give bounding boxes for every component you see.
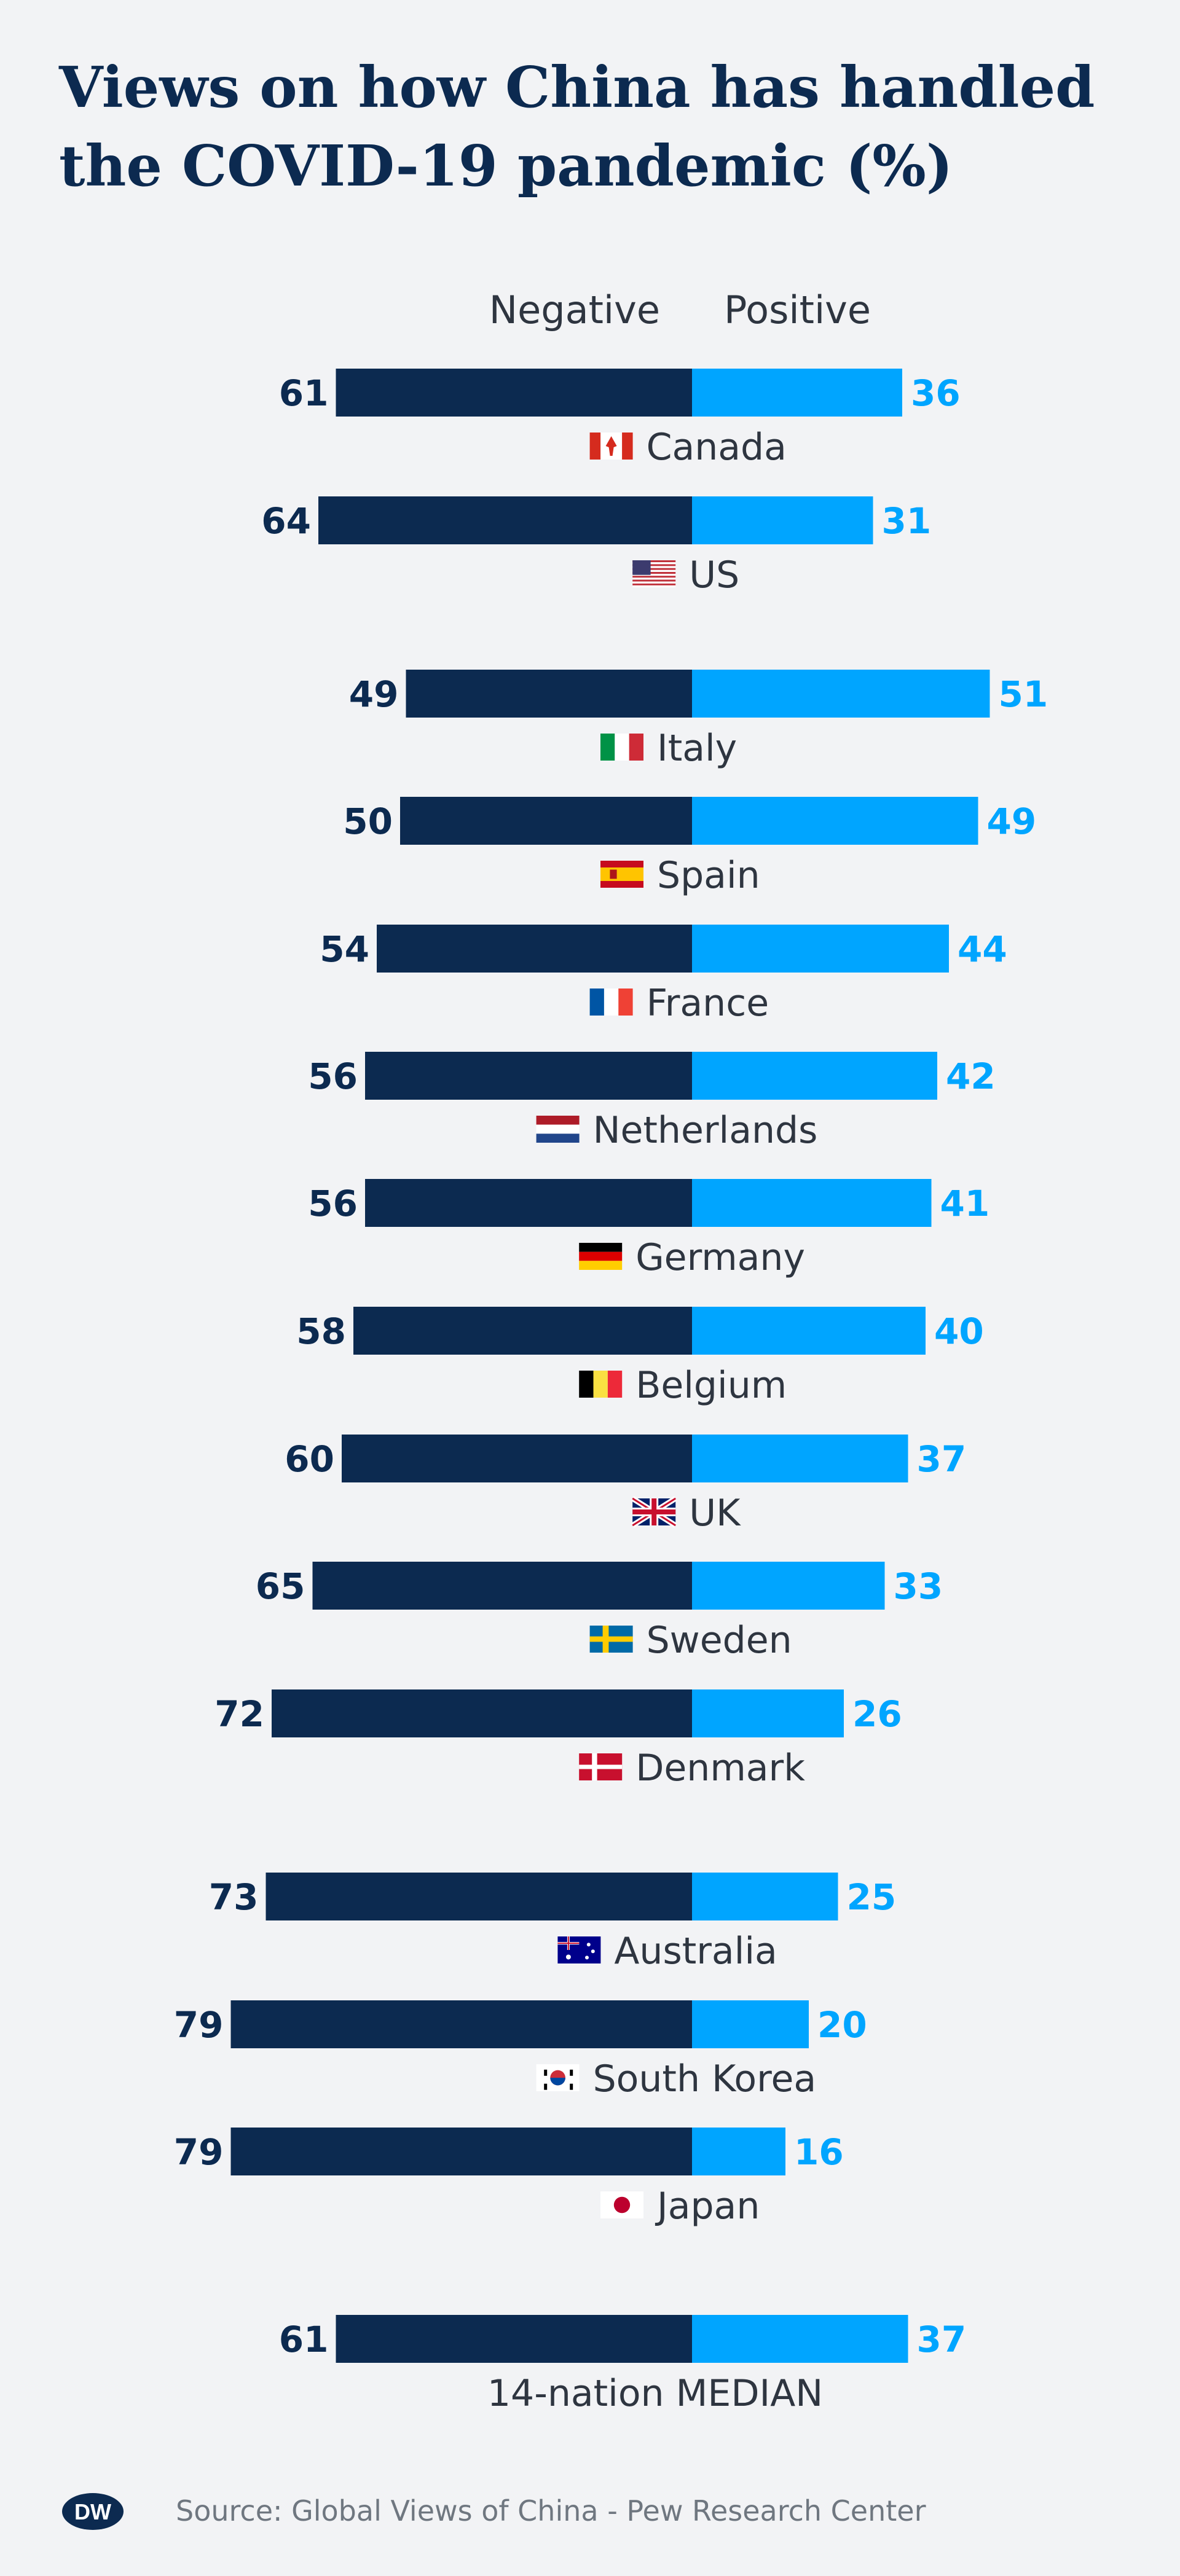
value-positive-germany: 41	[940, 1183, 990, 1224]
bar-negative-14-nation-median	[336, 2315, 692, 2363]
legend-positive: Positive	[724, 288, 871, 332]
diverging-bar-chart: Negative Positive 61 36 Canada 64 31 US 49 51 Ital…	[174, 288, 1048, 2415]
flag-australia-icon	[557, 1936, 601, 1963]
flag-germany-icon	[579, 1243, 623, 1270]
value-positive-france: 44	[958, 928, 1007, 970]
source-note: Source: Global Views of China - Pew Rese…	[176, 2494, 926, 2527]
value-negative-south-korea: 79	[174, 2004, 224, 2046]
flag-netherlands-icon	[536, 1116, 580, 1143]
value-positive-belgium: 40	[934, 1310, 984, 1352]
bar-positive-italy	[692, 670, 990, 718]
category-label-belgium: Belgium	[635, 1364, 787, 1407]
value-negative-japan: 79	[174, 2131, 224, 2173]
value-positive-italy: 51	[999, 673, 1048, 715]
bar-negative-denmark	[272, 1689, 692, 1737]
bar-negative-us	[318, 496, 692, 544]
bar-positive-netherlands	[692, 1052, 937, 1100]
bar-negative-france	[377, 925, 692, 973]
value-positive-south-korea: 20	[817, 2004, 867, 2046]
bar-positive-france	[692, 925, 949, 973]
value-negative-spain: 50	[343, 801, 393, 842]
value-positive-denmark: 26	[852, 1693, 902, 1735]
bar-negative-sweden	[312, 1562, 692, 1610]
bar-negative-netherlands	[365, 1052, 692, 1100]
bar-negative-south-korea	[230, 2000, 692, 2048]
dw-logo-icon: DW	[62, 2493, 124, 2530]
flag-spain-icon	[600, 861, 643, 888]
flag-uk-icon	[631, 1496, 677, 1528]
value-negative-australia: 73	[209, 1876, 259, 1918]
bar-positive-belgium	[692, 1307, 926, 1355]
value-positive-canada: 36	[911, 372, 961, 414]
value-negative-us: 64	[261, 500, 311, 542]
chart-title-line-2: the COVID-19 pandemic (%)	[59, 133, 953, 199]
value-positive-netherlands: 42	[946, 1055, 996, 1097]
category-label-14-nation-median: 14-nation MEDIAN	[487, 2372, 823, 2415]
flag-japan-icon	[600, 2191, 643, 2218]
bar-negative-canada	[336, 369, 692, 417]
bar-negative-australia	[266, 1873, 692, 1920]
category-label-germany: Germany	[635, 1236, 805, 1279]
bar-positive-us	[692, 496, 873, 544]
category-label-canada: Canada	[647, 426, 787, 469]
category-label-italy: Italy	[657, 727, 737, 770]
value-negative-14-nation-median: 61	[279, 2319, 329, 2360]
value-negative-denmark: 72	[214, 1693, 264, 1735]
bar-positive-spain	[692, 797, 978, 845]
bar-positive-japan	[692, 2128, 785, 2175]
category-label-denmark: Denmark	[635, 1747, 805, 1790]
flag-south-korea-icon	[536, 2064, 580, 2091]
value-negative-uk: 60	[285, 1438, 334, 1480]
bar-positive-denmark	[692, 1689, 844, 1737]
bar-positive-south-korea	[692, 2000, 809, 2048]
value-negative-italy: 49	[349, 673, 399, 715]
bar-negative-japan	[230, 2128, 692, 2175]
value-positive-japan: 16	[794, 2131, 844, 2173]
value-negative-canada: 61	[279, 372, 329, 414]
dw-logo-text: DW	[74, 2499, 111, 2524]
bar-positive-sweden	[692, 1562, 885, 1610]
value-positive-australia: 25	[847, 1876, 897, 1918]
flag-france-icon	[589, 989, 633, 1016]
value-positive-sweden: 33	[894, 1565, 943, 1607]
category-label-us: US	[689, 554, 739, 597]
bar-negative-italy	[406, 670, 692, 718]
value-negative-belgium: 58	[296, 1310, 346, 1352]
category-label-netherlands: Netherlands	[593, 1109, 818, 1152]
bar-positive-canada	[692, 369, 902, 417]
flag-sweden-icon	[589, 1626, 633, 1653]
category-label-japan: Japan	[655, 2185, 760, 2228]
category-label-france: France	[647, 982, 769, 1025]
value-positive-14-nation-median: 37	[917, 2319, 967, 2360]
value-positive-spain: 49	[987, 801, 1037, 842]
bar-positive-uk	[692, 1435, 908, 1482]
chart-title-line-1: Views on how China has handled	[59, 54, 1095, 120]
flag-canada-icon	[589, 433, 633, 460]
flag-italy-icon	[600, 734, 643, 761]
value-negative-sweden: 65	[256, 1565, 305, 1607]
bar-negative-germany	[365, 1179, 692, 1227]
bar-positive-germany	[692, 1179, 932, 1227]
category-label-sweden: Sweden	[647, 1619, 792, 1662]
value-positive-us: 31	[882, 500, 932, 542]
category-label-uk: UK	[689, 1492, 741, 1535]
category-label-south-korea: South Korea	[593, 2057, 817, 2100]
bar-positive-australia	[692, 1873, 838, 1920]
bar-positive-14-nation-median	[692, 2315, 908, 2363]
chart-title: Views on how China has handled the COVID…	[59, 48, 1104, 205]
value-negative-france: 54	[320, 928, 369, 970]
category-label-spain: Spain	[657, 854, 760, 897]
bar-negative-spain	[400, 797, 692, 845]
value-negative-netherlands: 56	[308, 1055, 358, 1097]
flag-belgium-icon	[579, 1371, 623, 1398]
legend-negative: Negative	[489, 288, 660, 332]
value-positive-uk: 37	[917, 1438, 967, 1480]
flag-us-icon	[632, 560, 676, 587]
flag-denmark-icon	[579, 1753, 623, 1780]
category-label-australia: Australia	[614, 1930, 777, 1973]
value-negative-germany: 56	[308, 1183, 358, 1224]
footer: DW Source: Global Views of China - Pew R…	[59, 2487, 1104, 2542]
bar-negative-uk	[342, 1435, 692, 1482]
bar-negative-belgium	[353, 1307, 692, 1355]
